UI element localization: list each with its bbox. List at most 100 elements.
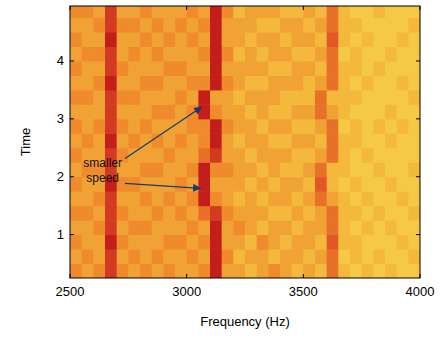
cell: [385, 104, 397, 119]
cell: [233, 6, 245, 18]
cell: [163, 18, 175, 33]
cell: [140, 18, 152, 33]
cell: [210, 32, 222, 47]
cell: [198, 18, 210, 33]
cell: [397, 162, 409, 177]
cell: [82, 235, 94, 250]
cell: [327, 32, 339, 47]
cell: [210, 191, 222, 206]
cell: [292, 32, 304, 47]
cell: [350, 249, 362, 264]
cell: [315, 249, 327, 264]
cell: [198, 61, 210, 76]
cell: [187, 104, 199, 119]
cell: [152, 75, 164, 90]
cell: [362, 235, 374, 250]
cell: [315, 32, 327, 47]
cell: [198, 162, 210, 177]
cell: [187, 6, 199, 18]
cell: [303, 6, 315, 18]
cell: [338, 133, 350, 148]
cell: [82, 61, 94, 76]
cell: [187, 18, 199, 33]
cell: [210, 133, 222, 148]
cell: [82, 191, 94, 206]
cell: [93, 90, 105, 105]
cell: [163, 177, 175, 192]
cell: [233, 162, 245, 177]
y-tick: [70, 234, 74, 235]
cell: [175, 148, 187, 163]
cell: [117, 104, 129, 119]
cell: [245, 133, 257, 148]
cell: [373, 104, 385, 119]
cell: [175, 162, 187, 177]
cell: [175, 177, 187, 192]
cell: [128, 119, 140, 134]
cell: [327, 148, 339, 163]
cell: [315, 148, 327, 163]
x-tick: [303, 274, 304, 278]
y-tick-label: 1: [57, 227, 64, 242]
cell: [152, 6, 164, 18]
cell: [362, 6, 374, 18]
cell: [280, 119, 292, 134]
cell: [210, 47, 222, 62]
cell: [128, 264, 140, 278]
cell: [327, 133, 339, 148]
cell: [117, 75, 129, 90]
cell: [268, 220, 280, 235]
cell: [82, 47, 94, 62]
cell: [82, 90, 94, 105]
cell: [70, 6, 82, 18]
cell: [362, 148, 374, 163]
cell: [350, 177, 362, 192]
cell: [385, 235, 397, 250]
cell: [362, 206, 374, 221]
cell: [222, 47, 234, 62]
y-tick: [70, 118, 74, 119]
cell: [175, 191, 187, 206]
cell: [117, 264, 129, 278]
cell: [245, 191, 257, 206]
cell: [140, 104, 152, 119]
cell: [292, 6, 304, 18]
cell: [315, 206, 327, 221]
cell: [292, 75, 304, 90]
cell: [117, 119, 129, 134]
cell: [408, 191, 420, 206]
y-tick: [416, 118, 420, 119]
cell: [152, 177, 164, 192]
x-tick-label: 3000: [172, 284, 201, 299]
cell: [327, 191, 339, 206]
cell: [350, 61, 362, 76]
cell: [245, 264, 257, 278]
cell: [268, 119, 280, 134]
cell: [397, 6, 409, 18]
cell: [117, 220, 129, 235]
chart: 25003000350040001234Frequency (Hz)Timesm…: [0, 0, 446, 337]
cell: [210, 249, 222, 264]
cell: [105, 249, 117, 264]
y-tick-label: 2: [57, 169, 64, 184]
cell: [315, 104, 327, 119]
cell: [362, 220, 374, 235]
cell: [350, 148, 362, 163]
cell: [70, 75, 82, 90]
cell: [408, 6, 420, 18]
cell: [292, 162, 304, 177]
cell: [408, 61, 420, 76]
cell: [117, 191, 129, 206]
cell: [292, 148, 304, 163]
cell: [257, 235, 269, 250]
cell: [175, 90, 187, 105]
cell: [292, 90, 304, 105]
cell: [408, 47, 420, 62]
cell: [140, 75, 152, 90]
cell: [245, 177, 257, 192]
cell: [93, 235, 105, 250]
cell: [280, 6, 292, 18]
cell: [70, 18, 82, 33]
cell: [280, 206, 292, 221]
cell: [338, 162, 350, 177]
